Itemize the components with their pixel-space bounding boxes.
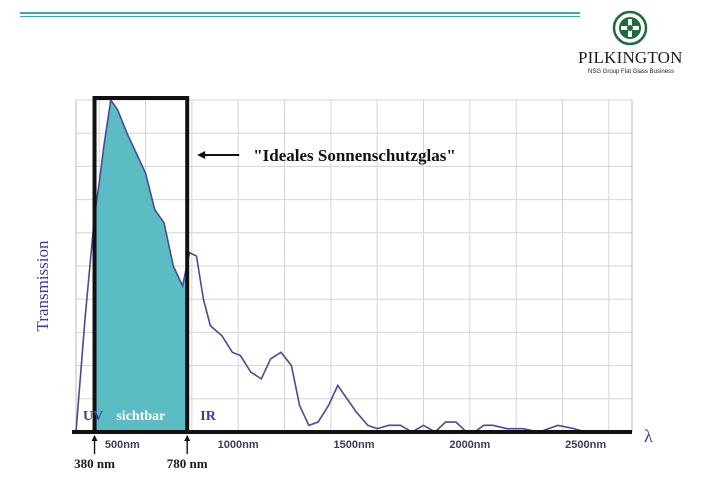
brand-name: PILKINGTON: [578, 48, 683, 67]
boundary-arrow-head: [91, 435, 98, 441]
y-axis-title: Transmission: [33, 240, 52, 332]
annotation-text: "Ideales Sonnenschutzglas": [253, 146, 456, 165]
x-tick-label: 2500nm: [565, 439, 606, 451]
x-tick-label: 1500nm: [334, 439, 375, 451]
header-accent-line: [20, 12, 580, 14]
axis-layer: [72, 96, 632, 434]
pilkington-logo-icon: [612, 10, 648, 46]
x-tick-label: 2000nm: [449, 439, 490, 451]
visible-range-fill: [94, 100, 188, 432]
boundary-label-380: 380 nm: [74, 456, 115, 471]
x-tick-label: 1000nm: [218, 439, 259, 451]
boundary-label-780: 780 nm: [167, 456, 208, 471]
region-label-sichtbar: sichtbar: [116, 409, 165, 424]
boundary-arrow-head: [184, 435, 191, 441]
visible-fill-layer: [94, 100, 188, 432]
annotation-arrow-head: [197, 151, 206, 159]
header-accent-line-2: [20, 16, 580, 17]
x-tick-label: 500nm: [105, 439, 140, 451]
x-axis-title: λ: [644, 426, 653, 446]
brand-tagline: NSG Group Flat Glass Business: [588, 69, 675, 75]
region-label-ir: IR: [200, 409, 216, 424]
region-label-uv: UV: [83, 409, 103, 424]
label-layer: 500nm 1000nm 1500nm 2000nm 2500nm UV sichtbar I…: [33, 146, 653, 471]
